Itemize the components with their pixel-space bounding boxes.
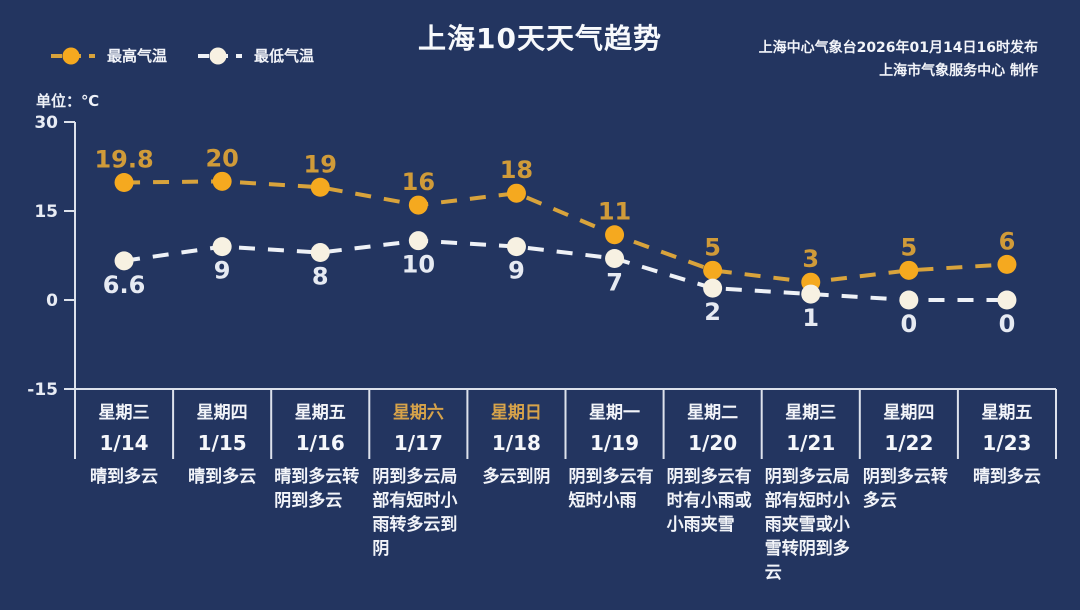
low-temp-point [605, 248, 625, 268]
low-temp-value-label: 0 [999, 310, 1016, 338]
day-column: 星期五 1/23 晴到多云 [958, 391, 1056, 585]
y-axis-tick-label: 0 [46, 291, 58, 311]
weekday-label: 星期二 [687, 403, 739, 423]
high-temp-point [114, 173, 134, 193]
high-temp-point [506, 183, 526, 203]
high-temp-value-label: 3 [802, 245, 819, 273]
publisher-info: 上海中心气象台2026年01月14日16时发布 上海市气象服务中心 制作 [759, 37, 1038, 83]
high-temp-value-label: 19.8 [94, 146, 153, 174]
low-temp-value-label: 7 [606, 268, 623, 296]
legend-low-label: 最低气温 [254, 47, 315, 65]
date-label: 1/16 [295, 431, 345, 455]
weekday-label: 星期日 [490, 403, 542, 423]
low-temp-line [123, 238, 1007, 302]
high-temp-value-label: 5 [704, 233, 721, 261]
low-temp-line-icon [198, 47, 243, 64]
legend: 最高气温 最低气温 [50, 45, 314, 66]
weather-label: 阴到多云转多云 [862, 467, 948, 511]
day-column: 星期四 1/22 阴到多云转多云 [860, 391, 958, 585]
low-temp-point [212, 237, 232, 257]
low-temp-point [408, 231, 428, 251]
low-temp-value-label: 9 [214, 257, 231, 285]
high-temp-point [310, 177, 330, 197]
y-axis-tick-label: 30 [34, 113, 58, 133]
weather-label: 阴到多云有短时小雨 [568, 467, 654, 511]
unit-label: 单位：℃ [36, 92, 100, 110]
high-temp-value-label: 20 [205, 144, 238, 172]
high-temp-point [408, 195, 428, 215]
high-temp-line [124, 179, 1008, 285]
day-column: 星期二 1/20 阴到多云有时有小雨或小雨夹雪 [664, 391, 762, 585]
low-temp-point [899, 290, 919, 310]
weekday-label: 星期一 [589, 403, 641, 423]
low-temp-value-label: 9 [508, 257, 525, 285]
weather-label: 晴到多云转阴到多云 [274, 467, 360, 511]
low-temp-value-label: 10 [402, 251, 435, 279]
weekday-label: 星期四 [883, 403, 935, 423]
weekday-label: 星期五 [294, 403, 346, 423]
high-temp-point [212, 171, 232, 191]
weather-label: 阴到多云局部有短时小雨夹雪或小雪转阴到多云 [764, 467, 850, 583]
y-axis-tick-label: -15 [27, 380, 58, 400]
date-label: 1/21 [786, 431, 836, 455]
high-temp-value-label: 18 [500, 156, 533, 184]
page-title: 上海10天天气趋势 [418, 22, 662, 55]
high-temp-point [997, 254, 1017, 274]
day-column: 星期三 1/21 阴到多云局部有短时小雨夹雪或小雪转阴到多云 [762, 391, 860, 585]
weather-label: 晴到多云 [188, 467, 257, 487]
low-temp-value-label: 2 [704, 298, 721, 326]
high-temp-value-label: 19 [304, 150, 337, 178]
weather-label: 晴到多云 [90, 467, 159, 487]
low-temp-value-label: 8 [312, 263, 329, 291]
date-label: 1/22 [884, 431, 934, 455]
legend-high-label: 最高气温 [107, 47, 168, 65]
day-column: 星期五 1/16 晴到多云转阴到多云 [271, 391, 369, 585]
weekday-label: 星期四 [196, 403, 248, 423]
low-temp-point [506, 237, 526, 257]
high-temp-value-label: 11 [598, 198, 631, 226]
legend-item-low: 最低气温 [197, 45, 314, 66]
high-temp-value-label: 16 [402, 168, 435, 196]
high-temp-line-icon [51, 47, 95, 64]
weekday-label: 星期五 [981, 403, 1033, 423]
high-temp-value-label: 5 [900, 233, 917, 261]
day-column: 星期三 1/14 晴到多云 [75, 391, 173, 585]
weather-label: 阴到多云有时有小雨或小雨夹雪 [666, 467, 752, 535]
day-column: 星期四 1/15 晴到多云 [173, 391, 271, 585]
weather-label: 阴到多云局部有短时小雨转多云到阴 [372, 467, 458, 559]
day-column: 星期六 1/17 阴到多云局部有短时小雨转多云到阴 [369, 391, 467, 585]
high-temp-point [605, 225, 625, 245]
date-label: 1/15 [197, 431, 247, 455]
legend-item-high: 最高气温 [50, 45, 167, 66]
low-temp-point [801, 284, 821, 304]
weekday-label: 星期三 [98, 403, 150, 423]
high-temp-point [703, 260, 723, 280]
day-column: 星期一 1/19 阴到多云有短时小雨 [565, 391, 663, 585]
publisher-line1: 上海中心气象台2026年01月14日16时发布 [758, 40, 1038, 56]
low-temp-point [703, 278, 723, 298]
day-table: 星期三 1/14 晴到多云 星期四 1/15 晴到多云 星期五 1/16 晴到多… [75, 391, 1056, 585]
high-temp-point [899, 260, 919, 280]
date-label: 1/23 [982, 431, 1032, 455]
low-temp-point [310, 243, 330, 263]
weather-label: 晴到多云 [972, 467, 1041, 487]
weather-label: 多云到阴 [482, 467, 551, 487]
low-temp-value-label: 6.6 [103, 271, 146, 299]
y-axis-tick-label: 15 [34, 202, 58, 222]
low-temp-value-label: 0 [900, 310, 917, 338]
date-label: 1/20 [688, 431, 738, 455]
date-label: 1/19 [590, 431, 640, 455]
low-temp-point [114, 251, 134, 271]
publisher-line2: 上海市气象服务中心 制作 [879, 63, 1038, 79]
high-temp-value-label: 6 [999, 227, 1016, 255]
day-column: 星期日 1/18 多云到阴 [467, 391, 565, 585]
weekday-label: 星期六 [392, 403, 444, 423]
low-temp-value-label: 1 [802, 304, 819, 332]
date-label: 1/17 [393, 431, 443, 455]
weekday-label: 星期三 [785, 403, 837, 423]
date-label: 1/14 [99, 431, 149, 455]
date-label: 1/18 [491, 431, 541, 455]
low-temp-point [997, 290, 1017, 310]
